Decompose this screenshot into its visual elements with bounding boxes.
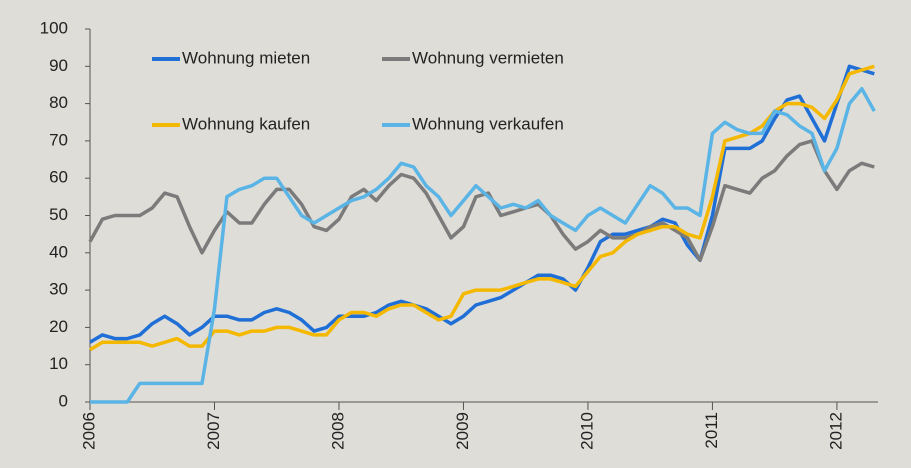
x-tick-label: 2006: [79, 412, 98, 450]
y-tick-label: 80: [49, 93, 68, 112]
y-tick-label: 60: [49, 168, 68, 187]
y-tick-label: 100: [40, 18, 68, 37]
legend-label: Wohnung kaufen: [182, 114, 310, 133]
x-tick-label: 2011: [702, 412, 721, 449]
legend-label: Wohnung mieten: [182, 48, 310, 67]
x-tick-label: 2010: [577, 412, 596, 450]
x-tick-label: 2012: [826, 412, 845, 450]
legend-label: Wohnung vermieten: [412, 48, 564, 67]
y-tick-label: 70: [49, 130, 68, 149]
x-tick-label: 2007: [204, 412, 223, 450]
y-tick-label: 20: [49, 317, 68, 336]
x-tick-label: 2008: [328, 412, 347, 450]
y-tick-label: 10: [49, 354, 68, 373]
y-tick-label: 40: [49, 242, 68, 261]
legend-label: Wohnung verkaufen: [412, 114, 564, 133]
y-tick-label: 50: [49, 205, 68, 224]
series-line: [89, 64, 875, 344]
x-tick-label: 2009: [453, 412, 472, 450]
series-line: [89, 64, 875, 352]
series-line: [88, 139, 875, 263]
y-tick-label: 0: [59, 391, 68, 410]
series-line: [90, 86, 876, 404]
y-tick-label: 30: [49, 280, 68, 299]
y-tick-label: 90: [49, 56, 68, 75]
